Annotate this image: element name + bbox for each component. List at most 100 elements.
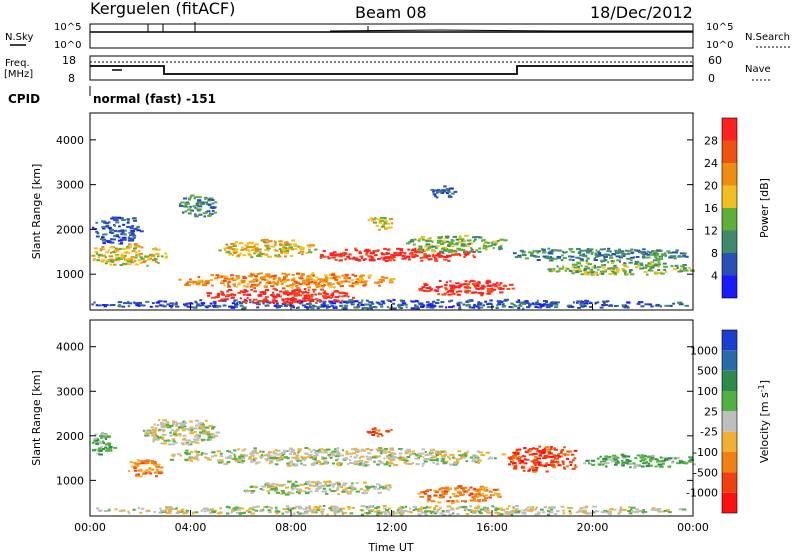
power-echo-cell [496, 239, 500, 242]
vel-echo-cell [336, 487, 339, 489]
power-echo-cell [423, 254, 429, 257]
power-echo-cell [410, 300, 413, 303]
vel-echo-cell [534, 459, 539, 462]
power-echo-cell [456, 304, 461, 307]
power-echo-cell [249, 285, 253, 288]
power-echo-cell [118, 303, 121, 306]
power-echo-cell [198, 213, 201, 216]
power-echo-cell [132, 234, 137, 237]
vel-echo-cell [547, 463, 552, 466]
power-echo-cell [634, 260, 640, 263]
power-echo-cell [101, 220, 106, 223]
power-echo-cell [305, 297, 310, 300]
power-echo-cell [542, 250, 546, 253]
vel-echo-cell [273, 455, 277, 458]
vel-echo-cell [511, 463, 515, 466]
power-echo-cell [422, 256, 426, 259]
power-echo-cell [501, 305, 506, 308]
vel-echo-cell [449, 453, 455, 456]
power-echo-cell [435, 286, 441, 288]
power-echo-cell [196, 281, 201, 284]
power-echo-cell [492, 247, 495, 250]
vel-echo-cell [656, 509, 660, 512]
power-echo-cell [210, 274, 215, 277]
vel-echo-cell [331, 485, 335, 488]
vel-echo-cell [612, 454, 617, 457]
vel-echo-cell [418, 507, 424, 510]
power-echo-cell [458, 236, 462, 239]
vel-echo-cell [138, 473, 141, 476]
power-echo-cell [243, 289, 247, 292]
power-echo-cell [273, 304, 278, 307]
vel-echo-cell [619, 506, 623, 509]
power-echo-cell [646, 253, 650, 256]
power-echo-cell [486, 303, 490, 306]
vel-echo-cell [434, 490, 439, 493]
power-echo-cell [273, 248, 276, 251]
power-echo-cell [197, 196, 202, 199]
vel-echo-cell [520, 461, 525, 464]
vel-echo-cell [252, 450, 255, 452]
vel-echo-cell [393, 512, 398, 515]
vel-echo-cell [312, 449, 316, 451]
power-echo-cell [246, 294, 252, 296]
vel-echo-cell [388, 486, 393, 489]
power-echo-cell [468, 281, 472, 284]
power-echo-cell [634, 262, 638, 265]
vel-echo-cell [358, 463, 362, 466]
power-echo-cell [324, 292, 329, 295]
power-echo-cell [517, 299, 521, 302]
power-echo-cell [661, 253, 667, 256]
power-echo-cell [486, 280, 492, 283]
power-echo-cell [331, 302, 337, 305]
power-echo-cell [121, 305, 126, 308]
vel-echo-cell [239, 455, 245, 458]
power-echo-cell [358, 250, 362, 253]
vel-echo-cell [406, 448, 412, 451]
power-echo-cell [261, 291, 266, 294]
power-echo-cell [310, 280, 314, 283]
power-echo-cell [568, 269, 572, 272]
vel-echo-cell [230, 457, 233, 460]
vel-echo-cell [353, 456, 358, 459]
power-echo-cell [429, 306, 433, 309]
vel-echo-cell [248, 456, 252, 459]
vel-colorbar-swatch [722, 330, 737, 351]
power-echo-cell [195, 304, 200, 307]
power-echo-cell [231, 302, 236, 305]
vel-echo-region [91, 431, 118, 456]
freq-tick-bottom: 8 [68, 72, 75, 85]
vel-echo-cell [387, 507, 392, 510]
power-echo-cell [228, 253, 231, 256]
vel-echo-cell [336, 451, 339, 454]
power-echo-cell [297, 281, 301, 284]
vel-echo-region [96, 505, 687, 516]
power-echo-cell [194, 213, 197, 216]
vel-echo-cell [661, 457, 664, 460]
vel-echo-cell [316, 459, 319, 462]
power-echo-cell [474, 236, 480, 239]
power-echo-cell [195, 283, 201, 286]
vel-echo-cell [536, 457, 542, 460]
power-echo-cell [114, 219, 119, 222]
power-echo-cell [383, 257, 387, 260]
power-echo-cell [664, 304, 670, 307]
vel-echo-cell [158, 470, 163, 473]
power-echo-cell [121, 236, 127, 239]
power-echo-cell [127, 239, 130, 242]
vel-echo-cell [161, 433, 167, 436]
power-echo-cell [652, 252, 658, 255]
power-echo-cell [604, 304, 609, 306]
power-echo-cell [341, 274, 344, 277]
vel-echo-cell [348, 487, 351, 490]
power-echo-cell [187, 208, 192, 211]
power-echo-cell [392, 302, 395, 305]
power-echo-cell [422, 304, 426, 307]
power-echo-cell [428, 258, 433, 261]
power-echo-cell [460, 249, 466, 252]
vel-echo-cell [333, 507, 337, 510]
power-echo-cell [175, 305, 180, 308]
power-echo-cell [490, 241, 494, 244]
nsky-trace-noise [329, 29, 693, 32]
power-echo-cell [576, 265, 580, 268]
